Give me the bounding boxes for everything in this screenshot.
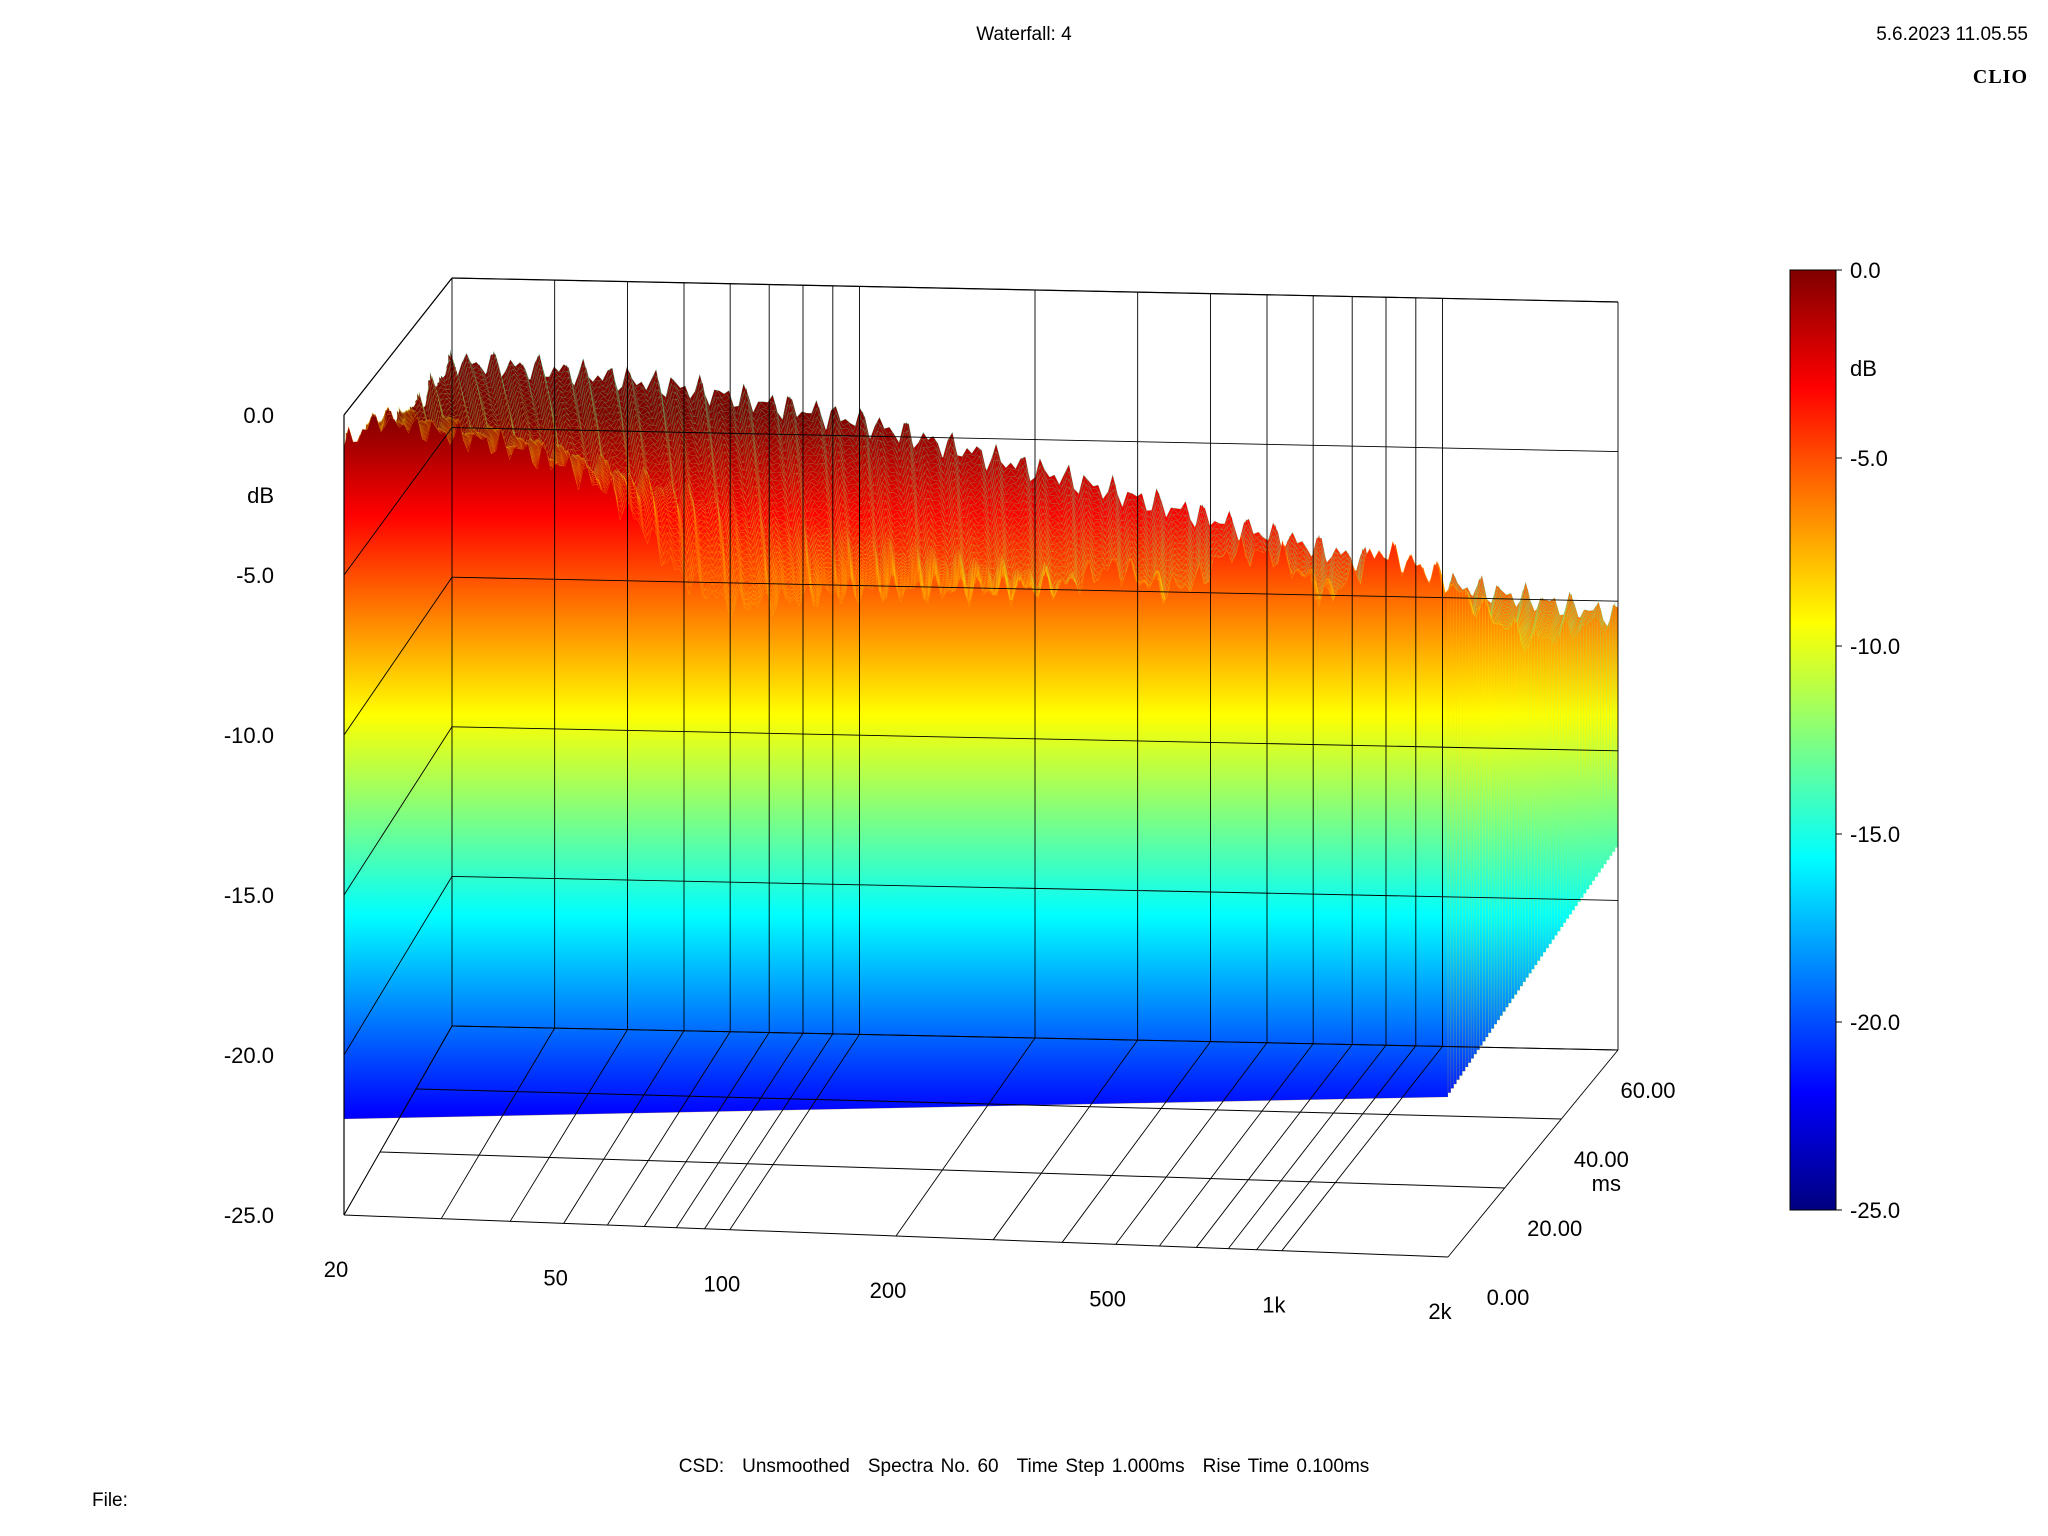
brand-logo-text: CLIO [1972,66,2028,88]
floor-gridline [440,1027,556,1219]
x-tick-label: 500 [1089,1286,1126,1311]
floor-gridline [1159,1043,1314,1247]
left-wall-gridline [343,576,453,736]
y-tick-label: -10.0 [224,723,274,748]
x-tick-label: 50 [543,1265,567,1290]
x-tick-label: 2k [1428,1299,1452,1324]
y-tick-label: -20.0 [224,1043,274,1068]
colorbar-gradient [1789,269,1837,1211]
floor-gridline [1256,1045,1417,1250]
x-tick-label: 20 [324,1257,348,1282]
z-tick-label: 40.00 [1574,1147,1629,1172]
colorbar-tick-label: -10.0 [1850,634,1900,659]
floor-gridline [509,1029,628,1222]
floor-gridline [729,1034,860,1230]
floor-gridline [451,1025,1619,1051]
colorbar-tick-label: -25.0 [1850,1198,1900,1223]
x-tick-label: 100 [703,1272,740,1297]
timestamp: 5.6.2023 11.05.55 [1876,24,2028,45]
waterfall-slices [343,349,1619,1120]
y-tick-label: -25.0 [224,1203,274,1228]
colorbar-tick-label: 0.0 [1850,258,1881,283]
y-tick-label: -5.0 [236,563,274,588]
z-tick-label: 60.00 [1620,1078,1675,1103]
colorbar-tick-label: -15.0 [1850,822,1900,847]
x-axis-ticks: 20 50 100 200 500 1k 2k [324,1257,1453,1324]
floor-gridline [992,1039,1139,1240]
top-edge [451,277,1619,303]
spectra-count: Spectra No. 60 [867,1456,999,1477]
colorbar-tick-label: -20.0 [1850,1010,1900,1035]
smoothing-value: Unsmoothed [742,1456,850,1477]
y-axis-label: dB [247,483,274,508]
floor-gridline [1061,1041,1211,1243]
left-wall-gridline [343,427,453,576]
back-wall-gridline [451,726,1619,752]
floor-gridline [1447,1049,1619,1258]
z-axis-label: ms [1592,1171,1621,1196]
floor-gridline [704,1033,834,1229]
floor-gridline [343,1025,453,1216]
z-tick-label: 0.00 [1487,1285,1530,1310]
floor-gridline [415,1088,1562,1120]
floor-gridline [379,1151,1505,1189]
colorbar-tick-label: -5.0 [1850,446,1888,471]
rise-time: Rise Time 0.100ms [1202,1456,1370,1477]
time-step: Time Step 1.000ms [1016,1456,1185,1477]
floor-gridline [1281,1046,1443,1251]
y-axis-ticks: 0.0 -5.0 -10.0 -15.0 -20.0 -25.0 dB [224,403,274,1228]
csd-label: CSD: [678,1456,725,1477]
top-edge [343,277,453,416]
floor-gridline [343,1214,1449,1258]
left-wall-gridline [343,876,453,1056]
plot-floor-grid [343,1025,1619,1258]
floor-gridline [606,1031,731,1226]
y-tick-label: 0.0 [243,403,274,428]
colorbar: 0.0 -5.0 -10.0 -15.0 -20.0 -25.0 dB [1789,258,1900,1223]
back-wall-gridline [451,576,1619,602]
file-label: File: [92,1490,128,1511]
y-tick-label: -15.0 [224,883,274,908]
back-wall-gridline [451,875,1619,901]
x-tick-label: 200 [870,1278,907,1303]
z-axis-ticks: 0.00 20.00 40.00 60.00 ms [1487,1078,1676,1310]
chart-title: Waterfall: 4 [976,24,1072,45]
floor-gridline [1115,1042,1268,1245]
floor-gridline [1195,1044,1353,1248]
floor-gridline [563,1030,685,1224]
floor-gridline [895,1037,1036,1237]
z-tick-label: 20.00 [1527,1216,1582,1241]
left-wall-gridline [343,726,453,896]
floor-gridline [1227,1044,1387,1249]
floor-gridline [643,1032,770,1227]
x-tick-label: 1k [1262,1293,1286,1318]
colorbar-label: dB [1850,356,1877,381]
floor-gridline [675,1032,804,1228]
measurement-info: CSD: Unsmoothed Spectra No. 60 Time Step 1.… [0,1456,2048,1478]
back-wall-gridline [451,427,1619,453]
